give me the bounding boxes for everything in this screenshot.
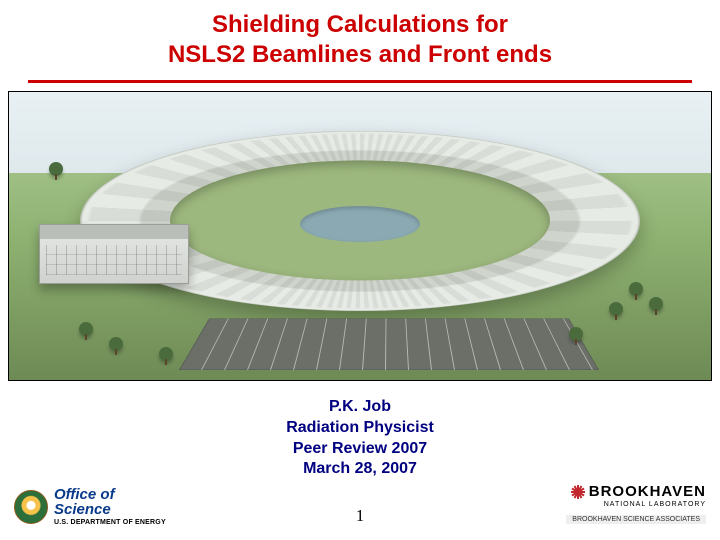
rendering-building bbox=[39, 224, 189, 284]
facility-rendering bbox=[8, 91, 712, 381]
rendering-tree bbox=[159, 347, 173, 361]
author-block: P.K. Job Radiation Physicist Peer Review… bbox=[0, 397, 720, 480]
rendering-pond bbox=[300, 206, 420, 242]
rendering-tree bbox=[609, 302, 623, 316]
rendering-tree bbox=[629, 282, 643, 296]
author-date: March 28, 2007 bbox=[0, 459, 720, 480]
doe-seal-icon bbox=[14, 490, 48, 524]
office-line-1: Office of bbox=[54, 487, 166, 502]
horizontal-rule bbox=[28, 80, 692, 83]
page-number: 1 bbox=[356, 506, 365, 526]
title-line-1: Shielding Calculations for bbox=[0, 10, 720, 40]
logo-office-of-science: Office of Science U.S. DEPARTMENT OF ENE… bbox=[14, 487, 166, 526]
office-of-science-text: Office of Science U.S. DEPARTMENT OF ENE… bbox=[54, 487, 166, 526]
slide-title: Shielding Calculations for NSLS2 Beamlin… bbox=[0, 0, 720, 70]
rendering-parking-lot bbox=[179, 318, 599, 370]
brookhaven-name: BROOKHAVEN bbox=[589, 483, 706, 500]
brookhaven-sub: NATIONAL LABORATORY bbox=[566, 501, 706, 508]
rendering-tree bbox=[649, 297, 663, 311]
office-line-2: Science bbox=[54, 502, 166, 517]
author-event: Peer Review 2007 bbox=[0, 439, 720, 460]
author-role: Radiation Physicist bbox=[0, 418, 720, 439]
brookhaven-assoc: BROOKHAVEN SCIENCE ASSOCIATES bbox=[566, 515, 706, 524]
rendering-tree bbox=[79, 322, 93, 336]
logo-brookhaven: BROOKHAVEN NATIONAL LABORATORY BROOKHAVE… bbox=[566, 483, 706, 526]
title-line-2: NSLS2 Beamlines and Front ends bbox=[0, 40, 720, 70]
office-line-3: U.S. DEPARTMENT OF ENERGY bbox=[54, 519, 166, 526]
rendering-tree bbox=[49, 162, 63, 176]
brookhaven-wordmark: BROOKHAVEN bbox=[566, 483, 706, 500]
rendering-tree bbox=[109, 337, 123, 351]
rendering-tree bbox=[569, 327, 583, 341]
brookhaven-burst-icon bbox=[571, 485, 585, 499]
author-name: P.K. Job bbox=[0, 397, 720, 418]
